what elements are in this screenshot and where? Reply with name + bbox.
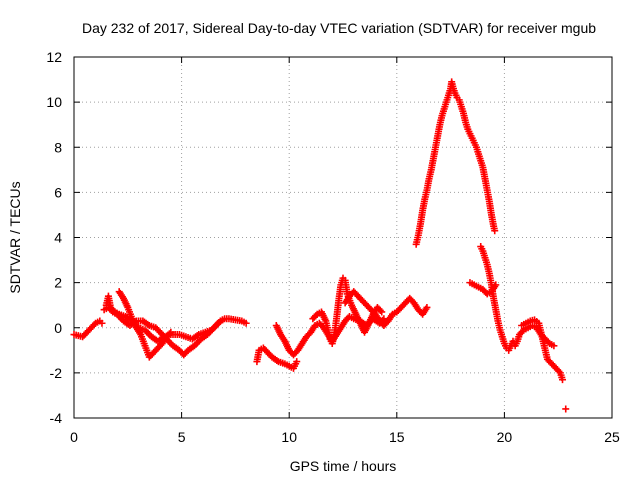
data-point <box>242 319 250 327</box>
y-tick-label: 4 <box>54 230 62 246</box>
data-point <box>167 328 175 336</box>
series-L <box>518 316 567 384</box>
y-tick-label: 8 <box>54 139 62 155</box>
x-tick-label: 15 <box>389 429 405 445</box>
data-point <box>98 319 106 327</box>
data-points <box>70 78 570 413</box>
y-tick-label: 2 <box>54 275 62 291</box>
x-tick-label: 0 <box>70 429 78 445</box>
data-point <box>90 321 98 329</box>
data-point <box>559 376 567 384</box>
series-I <box>412 78 499 248</box>
data-point <box>312 312 320 320</box>
data-point <box>555 367 563 375</box>
y-tick-label: 0 <box>54 320 62 336</box>
data-point <box>562 405 570 413</box>
y-axis-label: SDTVAR / TECUs <box>7 181 23 293</box>
series-M <box>562 405 570 413</box>
chart-title: Day 232 of 2017, Sidereal Day-to-day VTE… <box>82 20 596 36</box>
data-point <box>165 330 173 338</box>
y-tick-label: -2 <box>50 365 63 381</box>
data-point <box>376 306 384 314</box>
x-tick-label: 25 <box>604 429 620 445</box>
data-point <box>491 227 499 235</box>
data-point <box>518 328 526 336</box>
data-point <box>107 306 115 314</box>
axis-ticks: 0 5 10 15 20 25 -4 -2 0 2 4 6 8 10 12 <box>46 49 620 445</box>
series-H <box>341 288 431 329</box>
x-tick-label: 10 <box>281 429 297 445</box>
data-point <box>213 321 221 329</box>
y-tick-label: 12 <box>46 49 62 65</box>
data-point <box>218 316 226 324</box>
x-axis-label: GPS time / hours <box>290 458 397 474</box>
data-point <box>293 358 301 366</box>
series-D <box>115 288 175 361</box>
y-tick-label: -4 <box>50 410 63 426</box>
x-tick-label: 5 <box>178 429 186 445</box>
data-point <box>378 308 386 316</box>
y-tick-label: 10 <box>46 94 62 110</box>
series-A <box>70 317 106 341</box>
data-point <box>423 303 431 311</box>
series-C <box>100 303 226 359</box>
data-point <box>550 342 558 350</box>
x-tick-label: 20 <box>497 429 513 445</box>
series-E <box>253 344 301 372</box>
y-tick-label: 6 <box>54 184 62 200</box>
